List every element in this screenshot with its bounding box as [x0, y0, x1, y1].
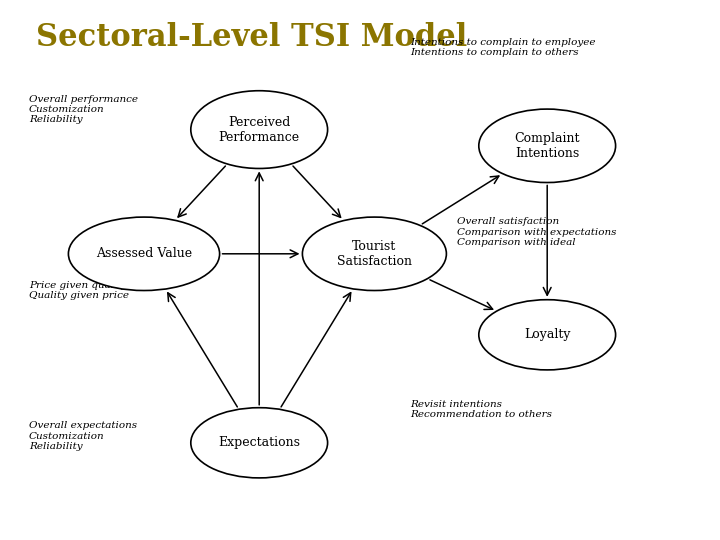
Text: Loyalty: Loyalty: [524, 328, 570, 341]
Text: Overall performance
Customization
Reliability: Overall performance Customization Reliab…: [29, 94, 138, 124]
Text: Tourist
Satisfaction: Tourist Satisfaction: [337, 240, 412, 268]
Text: Revisit intentions
Recommendation to others: Revisit intentions Recommendation to oth…: [410, 400, 552, 419]
Text: Intentions to complain to employee
Intentions to complain to others: Intentions to complain to employee Inten…: [410, 38, 596, 57]
Text: Assessed Value: Assessed Value: [96, 247, 192, 260]
Ellipse shape: [479, 109, 616, 183]
Text: Overall satisfaction
Comparison with expectations
Comparison with ideal: Overall satisfaction Comparison with exp…: [457, 217, 617, 247]
Ellipse shape: [479, 300, 616, 370]
Text: Sectoral-Level TSI Model: Sectoral-Level TSI Model: [36, 22, 467, 52]
Text: Price given quality
Quality given price: Price given quality Quality given price: [29, 281, 129, 300]
Text: Expectations: Expectations: [218, 436, 300, 449]
Ellipse shape: [191, 91, 328, 168]
Ellipse shape: [302, 217, 446, 291]
Text: Complaint
Intentions: Complaint Intentions: [515, 132, 580, 160]
Text: Perceived
Performance: Perceived Performance: [219, 116, 300, 144]
Ellipse shape: [191, 408, 328, 478]
Ellipse shape: [68, 217, 220, 291]
Text: Overall expectations
Customization
Reliability: Overall expectations Customization Relia…: [29, 421, 137, 451]
